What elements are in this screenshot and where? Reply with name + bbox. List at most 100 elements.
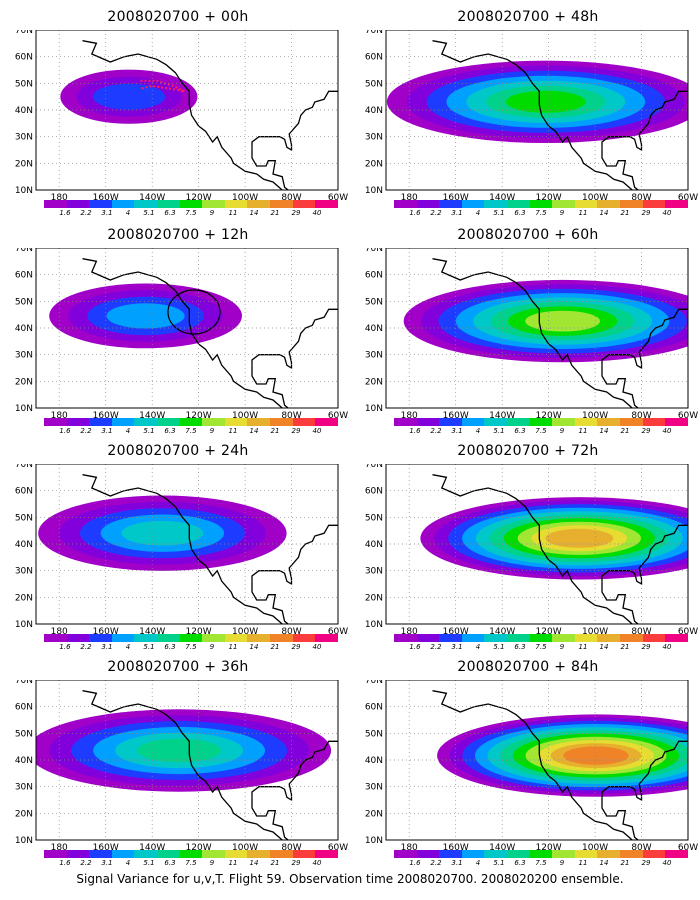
colorbar-swatch [461, 634, 485, 642]
lon-tick-label: 100W [232, 193, 258, 200]
colorbar-label: 2.2 [80, 209, 92, 217]
lat-tick-label: 10N [365, 404, 383, 414]
colorbar-label: 11 [228, 859, 238, 867]
lon-tick-label: 60W [678, 843, 698, 850]
colorbar-swatch [439, 634, 462, 642]
colorbar-swatch [202, 418, 225, 426]
lat-tick-label: 50N [15, 297, 33, 307]
colorbar-swatch [642, 418, 666, 426]
lon-tick-label: 120W [186, 843, 212, 850]
lat-tick-label: 20N [15, 159, 33, 169]
lat-tick-label: 30N [365, 133, 383, 143]
colorbar-swatch [597, 418, 621, 426]
lat-tick-label: 40N [15, 106, 33, 116]
lat-tick-label: 20N [365, 377, 383, 387]
lat-tick-label: 60N [365, 703, 383, 713]
lat-tick-label: 60N [15, 271, 33, 281]
lat-tick-label: 30N [15, 567, 33, 577]
colorbar-swatch [44, 200, 67, 208]
colorbar-swatch [111, 850, 135, 858]
colorbar-swatch [552, 850, 575, 858]
colorbar-label: 6.3 [514, 209, 526, 217]
panel-title: 2008020700 + 24h [107, 443, 249, 459]
colorbar-label: 4 [475, 859, 481, 867]
variance-map: 70N 60N 50N 40N 30N 20N 10N 180 160W 140W 120W 100W… [15, 464, 348, 634]
colorbar-label: 7.5 [535, 643, 547, 651]
lon-tick-label: 120W [536, 843, 562, 850]
lat-tick-label: 60N [15, 53, 33, 63]
coastline [432, 690, 635, 840]
lon-tick-label: 120W [536, 627, 562, 634]
colorbar-swatch [484, 418, 508, 426]
coastline [82, 258, 285, 408]
coastline [251, 524, 338, 586]
forecast-panel: 2008020700 + 60h 70N 60N 50N 40N 30N 20N 10N 180… [358, 222, 698, 438]
variance-contour [121, 520, 204, 546]
colorbar-label: 2.2 [430, 859, 442, 867]
colorbar-swatch [529, 418, 553, 426]
lat-tick-label: 70N [15, 464, 33, 470]
coastline [432, 40, 635, 190]
variance-contour [525, 310, 600, 332]
lon-tick-label: 120W [536, 193, 562, 200]
colorbar-label: 4 [475, 643, 481, 651]
colorbar-swatch [507, 418, 530, 426]
colorbar: 1.6 2.2 3.1 4 5.1 6.3 7.5 9 11 14 21 29 40 [394, 418, 688, 438]
lon-tick-label: 160W [443, 843, 469, 850]
colorbar-label: 40 [312, 209, 322, 217]
colorbar-swatch [620, 634, 643, 642]
lat-tick-label: 10N [365, 836, 383, 846]
lon-tick-label: 120W [186, 411, 212, 418]
colorbar-swatch [202, 634, 225, 642]
colorbar-label: 29 [641, 427, 651, 435]
colorbar-label: 29 [641, 859, 651, 867]
colorbar-label: 4 [125, 209, 131, 217]
colorbar-swatch [224, 850, 248, 858]
lat-tick-label: 30N [365, 351, 383, 361]
lat-tick-label: 60N [15, 703, 33, 713]
variance-contour [92, 83, 166, 110]
colorbar-label: 9 [559, 427, 565, 435]
lon-tick-label: 80W [281, 411, 301, 418]
colorbar-label: 3.1 [101, 427, 113, 435]
colorbar-swatch [247, 200, 271, 208]
colorbar-label: 2.2 [430, 643, 442, 651]
lon-tick-label: 120W [186, 627, 212, 634]
colorbar-swatch [620, 850, 643, 858]
lat-tick-label: 10N [15, 404, 33, 414]
colorbar-swatch [224, 418, 248, 426]
colorbar-swatch [157, 634, 180, 642]
lon-tick-label: 140W [139, 627, 165, 634]
lon-tick-label: 140W [489, 627, 515, 634]
colorbar-label: 9 [209, 427, 215, 435]
colorbar-label: 21 [620, 643, 630, 651]
colorbar: 1.6 2.2 3.1 4 5.1 6.3 7.5 9 11 14 21 29 40 [44, 634, 338, 654]
colorbar-swatch [315, 850, 338, 858]
colorbar-label: 11 [578, 643, 588, 651]
lon-tick-label: 160W [443, 411, 469, 418]
colorbar-swatch [529, 850, 553, 858]
colorbar-label: 9 [559, 859, 565, 867]
colorbar-swatch [44, 850, 67, 858]
colorbar-swatch [66, 634, 90, 642]
colorbar-swatch [270, 418, 293, 426]
colorbar-label: 11 [578, 427, 588, 435]
colorbar-swatch [89, 200, 112, 208]
colorbar-label: 14 [249, 209, 259, 217]
lon-tick-label: 60W [328, 193, 348, 200]
colorbar: 1.6 2.2 3.1 4 5.1 6.3 7.5 9 11 14 21 29 40 [394, 850, 688, 870]
colorbar-label: 6.3 [164, 209, 176, 217]
colorbar-label: 1.6 [59, 427, 71, 435]
colorbar-swatch [202, 850, 225, 858]
lat-tick-label: 70N [365, 30, 383, 36]
lat-tick-label: 40N [365, 106, 383, 116]
lat-tick-label: 40N [365, 324, 383, 334]
lat-tick-label: 40N [15, 756, 33, 766]
colorbar-label: 1.6 [59, 209, 71, 217]
colorbar-swatch [597, 634, 621, 642]
colorbar-label: 14 [249, 643, 259, 651]
lon-tick-label: 80W [631, 627, 651, 634]
colorbar-swatch [574, 634, 598, 642]
colorbar-label: 11 [228, 643, 238, 651]
forecast-panel: 2008020700 + 48h 70N 60N 50N 40N 30N 20N 10N 180… [358, 4, 698, 220]
